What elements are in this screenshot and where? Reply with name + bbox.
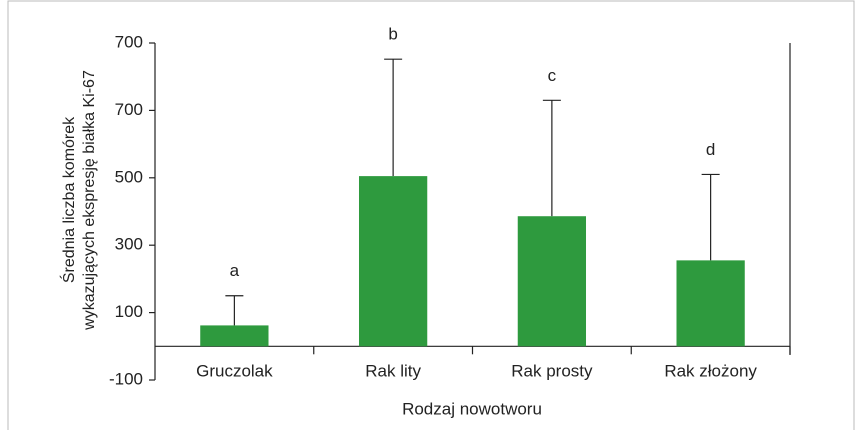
- bar: [517, 216, 587, 347]
- annotation: a: [230, 261, 240, 280]
- x-tick-label: Rak prosty: [511, 361, 593, 380]
- annotation: d: [706, 140, 715, 159]
- annotation: c: [548, 66, 557, 85]
- frame: [7, 0, 855, 430]
- x-tick-label: Rak złożony: [664, 361, 757, 380]
- y-tick-label: 500: [115, 167, 143, 186]
- y-tick-label: 700: [115, 32, 143, 51]
- bar: [676, 260, 745, 347]
- y-tick-label: 700: [115, 100, 143, 119]
- y-tick-label: 100: [115, 302, 143, 321]
- x-tick-label: Rak lity: [365, 361, 421, 380]
- x-tick-label: Gruczolak: [196, 361, 273, 380]
- y-axis-label: wykazujących ekspresję białka Ki-67: [81, 70, 98, 331]
- x-axis-label: Rodzaj nowotworu: [402, 399, 542, 418]
- bar: [358, 176, 428, 347]
- y-tick-label: 300: [115, 235, 143, 254]
- annotation: b: [388, 25, 397, 44]
- bar: [200, 325, 269, 347]
- y-tick-label: -100: [109, 369, 143, 388]
- y-axis-label: Średnia liczba komórek: [59, 116, 78, 283]
